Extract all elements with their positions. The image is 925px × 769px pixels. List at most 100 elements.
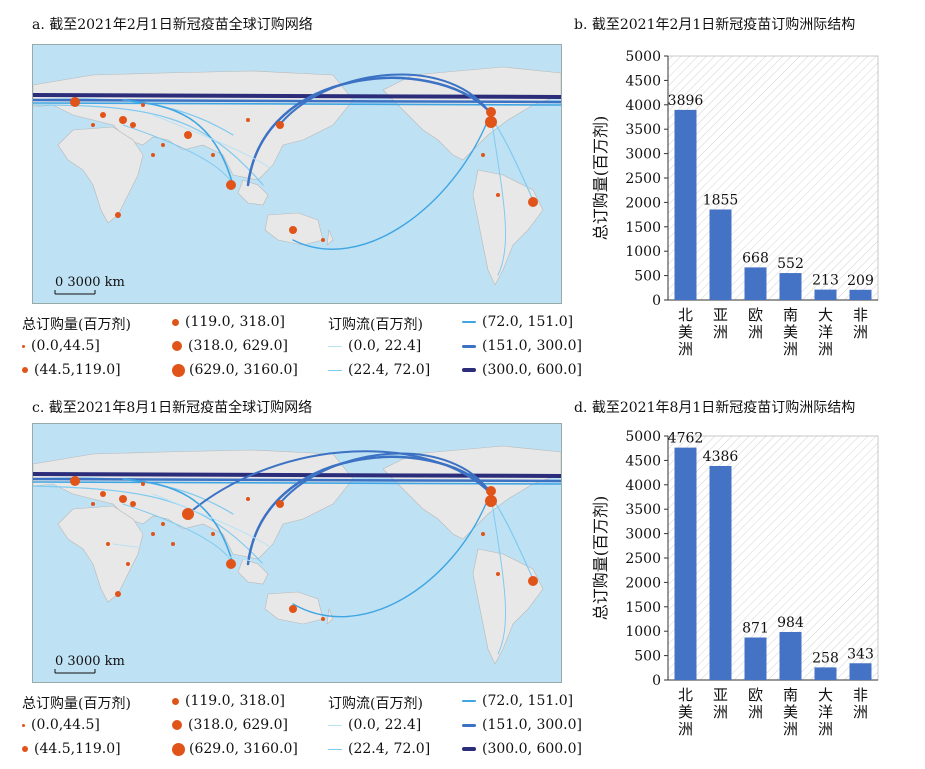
bar <box>779 631 802 680</box>
bar <box>779 273 802 300</box>
legend-volume-item-a: (119.0, 318.0] <box>172 314 285 330</box>
y-tick-label: 1000 <box>625 624 661 640</box>
x-category-label: 大洋洲 <box>818 306 833 358</box>
legend-flow-item-a: (72.0, 151.0] <box>462 314 573 330</box>
legend-flow-title-c: 订购流(百万剂) <box>328 696 423 712</box>
legend-volume-item-c: (0.0,44.5] <box>22 717 100 733</box>
flow-lines-a <box>33 73 561 276</box>
y-tick-label: 1500 <box>625 220 661 236</box>
bar <box>744 637 767 680</box>
y-tick-label: 2500 <box>625 551 661 567</box>
map-panel-a: 0 3000 km <box>32 44 562 304</box>
y-tick-label: 0 <box>652 293 661 309</box>
y-tick-label: 4500 <box>625 73 661 89</box>
legend-a: 总订购量(百万剂) (0.0,44.5] (44.5,119.0] (119.0… <box>22 314 582 378</box>
x-category-label: 北美洲 <box>678 686 693 738</box>
bar-value-label: 213 <box>812 273 839 289</box>
bar-value-label: 209 <box>847 273 874 289</box>
bar-chart-svg-d: 0 500 1000 1500 2000 2500 3000 3500 4000 4500 5000… <box>591 429 879 738</box>
legend-volume-title-c: 总订购量(百万剂) <box>22 696 131 712</box>
flow-lines-c <box>33 450 561 655</box>
legend-volume-item-c: (44.5,119.0] <box>22 741 121 757</box>
bar-value-label: 3896 <box>668 93 704 109</box>
legend-flow-item-c: (300.0, 600.0] <box>462 741 582 757</box>
bar <box>814 667 837 680</box>
node-dots-c <box>70 476 538 621</box>
bar <box>849 663 872 680</box>
legend-volume-item-a: (44.5,119.0] <box>22 362 121 378</box>
legend-volume-item-c: (119.0, 318.0] <box>172 693 285 709</box>
y-tick-label: 5000 <box>625 49 661 65</box>
legend-volume-item-a: (318.0, 629.0] <box>172 338 288 354</box>
legend-volume-item-c: (318.0, 629.0] <box>172 717 288 733</box>
x-category-label: 非洲 <box>853 686 868 721</box>
x-category-label: 非洲 <box>853 306 868 341</box>
y-tick-label: 3000 <box>625 527 661 543</box>
bar <box>814 289 837 300</box>
legend-flow-item-c: (151.0, 300.0] <box>462 717 582 733</box>
bar-value-label: 984 <box>777 615 804 631</box>
network-map-a: 0 3000 km <box>33 45 561 303</box>
panel-b-title: b. 截至2021年2月1日新冠疫苗订购洲际结构 <box>574 17 856 33</box>
bar <box>674 109 697 300</box>
network-map-c: 0 3000 km <box>33 424 561 682</box>
bar-value-label: 4762 <box>668 431 704 447</box>
bar-value-label: 668 <box>742 250 769 266</box>
map-panel-c: 0 3000 km <box>32 423 562 683</box>
x-category-label: 南美洲 <box>783 686 798 738</box>
y-tick-label: 2000 <box>625 195 661 211</box>
y-tick-label: 2000 <box>625 575 661 591</box>
y-tick-label: 0 <box>652 673 661 689</box>
bar-value-label: 258 <box>812 650 839 666</box>
scale-label-c: 0 3000 km <box>55 654 125 669</box>
legend-flow-item-c: (22.4, 72.0] <box>328 741 430 757</box>
y-tick-label: 5000 <box>625 429 661 445</box>
legend-flow-item-c: (72.0, 151.0] <box>462 693 573 709</box>
bar-value-label: 1855 <box>703 192 739 208</box>
scale-bar-c: 0 3000 km <box>54 654 125 674</box>
plot-area <box>667 435 879 681</box>
legend-flow-title-a: 订购流(百万剂) <box>328 317 423 333</box>
bar <box>744 267 767 300</box>
bar <box>709 209 732 300</box>
y-axis-label: 总订购量(百万剂) <box>591 496 610 621</box>
x-category-label: 南美洲 <box>783 306 798 358</box>
x-category-label: 亚洲 <box>713 686 728 721</box>
x-category-label: 亚洲 <box>713 306 728 341</box>
legend-flow-item-a: (22.4, 72.0] <box>328 362 430 378</box>
panel-d-title: d. 截至2021年8月1日新冠疫苗订购洲际结构 <box>574 400 856 416</box>
y-tick-label: 500 <box>634 269 661 285</box>
legend-flow-item-a: (300.0, 600.0] <box>462 362 582 378</box>
y-tick-label: 500 <box>634 649 661 665</box>
x-category-label: 大洋洲 <box>818 686 833 738</box>
y-tick-label: 3500 <box>625 502 661 518</box>
scale-bar-a: 0 3000 km <box>54 275 125 295</box>
y-tick-label: 2500 <box>625 171 661 187</box>
y-tick-label: 1000 <box>625 244 661 260</box>
node-dots-a <box>70 97 538 242</box>
y-axis-label: 总订购量(百万剂) <box>591 116 610 241</box>
plot-area <box>667 55 879 301</box>
legend-c: 总订购量(百万剂) (0.0,44.5] (44.5,119.0] (119.0… <box>22 693 582 757</box>
y-tick-label: 4500 <box>625 453 661 469</box>
legend-flow-item-a: (0.0, 22.4] <box>328 338 421 354</box>
y-tick-label: 3500 <box>625 122 661 138</box>
legend-volume-item-a: (629.0, 3160.0] <box>172 362 298 378</box>
x-category-label: 欧洲 <box>748 686 763 721</box>
y-tick-label: 4000 <box>625 98 661 114</box>
y-tick-label: 4000 <box>625 478 661 494</box>
bar-value-label: 4386 <box>703 449 739 465</box>
bar-value-label: 871 <box>742 620 769 636</box>
bar-chart-svg-b: 0 500 1000 1500 2000 2500 3000 3500 4000 4500 5000… <box>591 49 879 358</box>
bar <box>849 289 872 300</box>
legend-flow-item-a: (151.0, 300.0] <box>462 338 582 354</box>
bar <box>674 447 697 680</box>
panel-c-title: c. 截至2021年8月1日新冠疫苗全球订购网络 <box>32 400 313 416</box>
legend-volume-item-c: (629.0, 3160.0] <box>172 741 298 757</box>
x-category-label: 北美洲 <box>678 306 693 358</box>
bar <box>709 465 732 680</box>
legend-volume-item-a: (0.0,44.5] <box>22 338 100 354</box>
y-tick-label: 3000 <box>625 147 661 163</box>
bar-value-label: 343 <box>847 646 874 662</box>
bar-chart-d: 0 500 1000 1500 2000 2500 3000 3500 4000 4500 5000… <box>578 420 918 764</box>
